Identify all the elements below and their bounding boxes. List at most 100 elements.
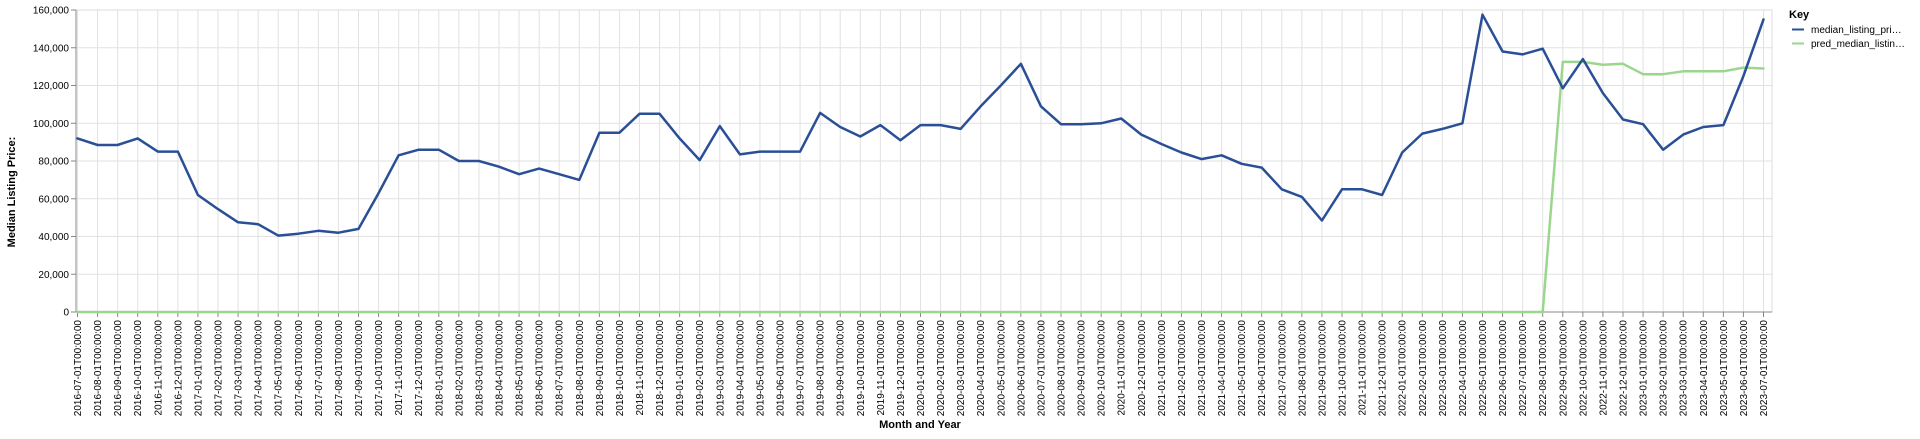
series-lines	[76, 13, 1765, 314]
y-tick-label: 60,000	[38, 194, 69, 205]
x-tick-label: 2017-05-01T00:00:00	[274, 320, 285, 417]
x-tick-label: 2017-03-01T00:00:00	[234, 320, 245, 417]
x-tick-label: 2021-10-01T00:00:00	[1338, 320, 1349, 417]
x-tick-label: 2019-12-01T00:00:00	[896, 320, 907, 417]
x-tick-label: 2020-06-01T00:00:00	[1016, 320, 1027, 417]
x-tick-label: 2019-08-01T00:00:00	[816, 320, 827, 417]
x-tick-label: 2019-07-01T00:00:00	[796, 320, 807, 417]
x-tick-label: 2022-02-01T00:00:00	[1418, 320, 1429, 417]
x-tick-label: 2022-05-01T00:00:00	[1478, 320, 1489, 417]
x-tick-label: 2018-12-01T00:00:00	[655, 320, 666, 417]
x-tick-label: 2019-09-01T00:00:00	[836, 320, 847, 417]
x-tick-label: 2021-09-01T00:00:00	[1317, 320, 1328, 417]
x-tick-label: 2016-09-01T00:00:00	[113, 320, 124, 417]
x-tick-label: 2018-07-01T00:00:00	[555, 320, 566, 417]
x-tick-label: 2022-09-01T00:00:00	[1558, 320, 1569, 417]
series-line-median-listing-price	[76, 13, 1765, 237]
x-tick-label: 2020-07-01T00:00:00	[1036, 320, 1047, 417]
x-tick-label: 2016-07-01T00:00:00	[73, 320, 84, 417]
gridlines	[75, 9, 1773, 313]
x-tick-label: 2018-05-01T00:00:00	[515, 320, 526, 417]
x-tick-label: 2017-11-01T00:00:00	[394, 320, 405, 416]
x-tick-label: 2020-01-01T00:00:00	[916, 320, 927, 417]
y-tick-label: 100,000	[33, 119, 70, 130]
legend: Key median_listing_pri… pred_median_listi…	[1789, 9, 1905, 50]
x-tick-label: 2022-01-01T00:00:00	[1398, 320, 1409, 417]
y-tick-label: 40,000	[38, 232, 69, 243]
x-axis-title: Month and Year	[879, 419, 961, 431]
x-tick-label: 2021-01-01T00:00:00	[1157, 320, 1168, 417]
x-tick-label: 2016-10-01T00:00:00	[133, 320, 144, 417]
y-tick-label: 80,000	[38, 157, 69, 168]
x-tick-label: 2017-01-01T00:00:00	[193, 320, 204, 417]
legend-label: median_listing_pri…	[1811, 25, 1902, 36]
legend-title: Key	[1789, 9, 1810, 21]
x-tick-label: 2019-03-01T00:00:00	[715, 320, 726, 417]
x-tick-label: 2023-06-01T00:00:00	[1739, 320, 1750, 417]
axes: 0 20,000 40,000 60,000 80,000 100,000 120,000 1…	[33, 6, 1772, 417]
x-tick-label: 2018-03-01T00:00:00	[474, 320, 485, 417]
x-tick-label: 2018-09-01T00:00:00	[595, 320, 606, 417]
x-tick-label: 2017-06-01T00:00:00	[294, 320, 305, 417]
x-tick-label: 2020-12-01T00:00:00	[1137, 320, 1148, 417]
x-tick-label: 2020-08-01T00:00:00	[1057, 320, 1068, 417]
y-tick-label: 20,000	[38, 270, 69, 281]
x-tick-label: 2022-06-01T00:00:00	[1498, 320, 1509, 417]
x-tick-label: 2023-03-01T00:00:00	[1679, 320, 1690, 417]
x-tick-label: 2021-12-01T00:00:00	[1378, 320, 1389, 417]
x-tick-label: 2021-02-01T00:00:00	[1177, 320, 1188, 417]
series-line-pred-median-listing-price	[76, 60, 1765, 314]
x-tick-label: 2018-04-01T00:00:00	[495, 320, 506, 417]
legend-label: pred_median_listin…	[1811, 39, 1905, 50]
x-tick-label: 2022-10-01T00:00:00	[1578, 320, 1589, 417]
x-tick-label: 2023-07-01T00:00:00	[1759, 320, 1770, 417]
x-tick-label: 2017-10-01T00:00:00	[374, 320, 385, 417]
x-tick-label: 2020-09-01T00:00:00	[1077, 320, 1088, 417]
x-tick-label: 2016-08-01T00:00:00	[93, 320, 104, 417]
x-tick-label: 2023-02-01T00:00:00	[1659, 320, 1670, 417]
x-tick-label: 2018-08-01T00:00:00	[575, 320, 586, 417]
y-axis-title: Median Listing Price:	[6, 137, 18, 248]
x-tick-label: 2022-08-01T00:00:00	[1538, 320, 1549, 417]
x-tick-label: 2018-01-01T00:00:00	[434, 320, 445, 417]
x-tick-label: 2022-03-01T00:00:00	[1438, 320, 1449, 417]
x-tick-label: 2019-10-01T00:00:00	[856, 320, 867, 417]
legend-items: median_listing_pri… pred_median_listin…	[1792, 25, 1905, 50]
x-tick-label: 2017-09-01T00:00:00	[354, 320, 365, 417]
x-tick-label: 2018-11-01T00:00:00	[635, 320, 646, 416]
y-tick-label: 160,000	[33, 6, 70, 17]
x-tick-label: 2019-06-01T00:00:00	[776, 320, 787, 417]
x-tick-label: 2019-11-01T00:00:00	[876, 320, 887, 416]
x-tick-label: 2022-07-01T00:00:00	[1518, 320, 1529, 417]
x-tick-label: 2017-07-01T00:00:00	[314, 320, 325, 417]
y-tick-label: 120,000	[33, 81, 70, 92]
x-tick-label: 2017-12-01T00:00:00	[414, 320, 425, 417]
x-tick-label: 2021-05-01T00:00:00	[1237, 320, 1248, 417]
x-tick-label: 2022-04-01T00:00:00	[1458, 320, 1469, 417]
x-tick-label: 2016-12-01T00:00:00	[173, 320, 184, 417]
y-tick-label: 140,000	[33, 43, 70, 54]
x-tick-label: 2022-11-01T00:00:00	[1598, 320, 1609, 416]
x-tick-label: 2022-12-01T00:00:00	[1619, 320, 1630, 417]
x-tick-label: 2016-11-01T00:00:00	[153, 320, 164, 416]
x-tick-label: 2020-10-01T00:00:00	[1097, 320, 1108, 417]
x-tick-label: 2018-02-01T00:00:00	[454, 320, 465, 417]
x-tick-label: 2018-10-01T00:00:00	[615, 320, 626, 417]
x-tick-label: 2020-11-01T00:00:00	[1117, 320, 1128, 416]
y-tick-label: 0	[63, 308, 69, 319]
x-tick-label: 2021-06-01T00:00:00	[1257, 320, 1268, 417]
x-tick-label: 2023-05-01T00:00:00	[1719, 320, 1730, 417]
x-tick-label: 2021-11-01T00:00:00	[1358, 320, 1369, 416]
x-tick-label: 2020-02-01T00:00:00	[936, 320, 947, 417]
x-tick-label: 2017-02-01T00:00:00	[214, 320, 225, 417]
x-tick-label: 2020-04-01T00:00:00	[976, 320, 987, 417]
x-tick-label: 2017-04-01T00:00:00	[254, 320, 265, 417]
x-tick-label: 2021-07-01T00:00:00	[1277, 320, 1288, 417]
x-tick-label: 2021-04-01T00:00:00	[1217, 320, 1228, 417]
x-tick-label: 2019-02-01T00:00:00	[695, 320, 706, 417]
x-tick-label: 2019-05-01T00:00:00	[755, 320, 766, 417]
x-tick-label: 2023-04-01T00:00:00	[1699, 320, 1710, 417]
x-tick-label: 2019-01-01T00:00:00	[675, 320, 686, 417]
